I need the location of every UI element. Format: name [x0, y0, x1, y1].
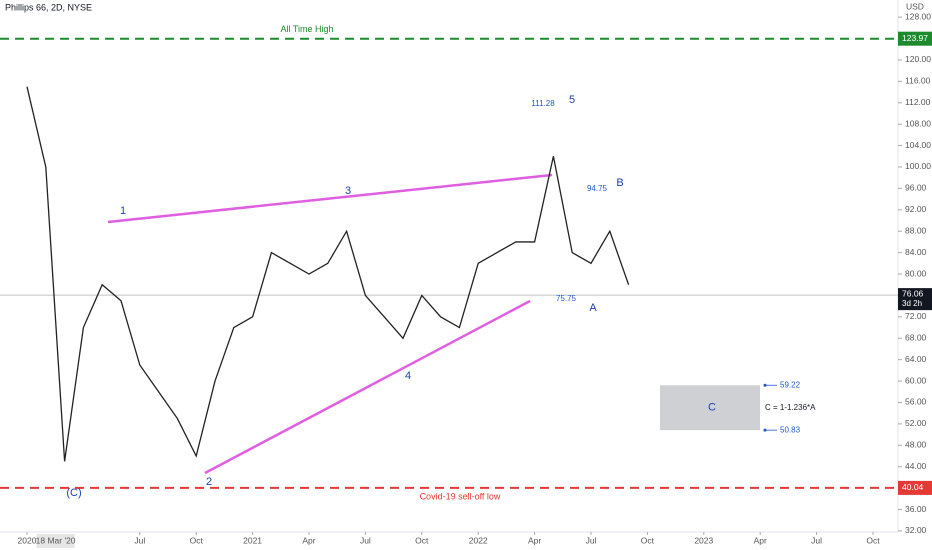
x-tick-label: Apr [302, 535, 315, 545]
x-tick-label: Oct [866, 535, 880, 545]
chart-title: Phillips 66, 2D, NYSE [5, 2, 92, 12]
target-box [660, 385, 760, 431]
countdown: 3d 2h [902, 299, 922, 308]
x-highlight-bg [36, 534, 75, 548]
target-formula: C = 1-1.236*A [765, 403, 816, 412]
y-tick-label: 128.00 [905, 11, 931, 21]
y-tick-label: 36.00 [905, 504, 927, 514]
y-tick-label: 92.00 [905, 204, 927, 214]
level-price: 123.97 [902, 33, 928, 43]
y-tick-label: 96.00 [905, 183, 927, 193]
y-tick-label: 84.00 [905, 247, 927, 257]
trendline-upper [107, 173, 553, 224]
x-tick-label: 2023 [694, 535, 713, 545]
wave-label: 5 [569, 94, 575, 106]
y-tick-label: 120.00 [905, 54, 931, 64]
y-tick-label: 64.00 [905, 354, 927, 364]
x-tick-label: Jul [811, 535, 822, 545]
y-tick-label: 32.00 [905, 525, 927, 535]
y-tick-label: 52.00 [905, 418, 927, 428]
x-tick-label: Oct [415, 535, 429, 545]
x-tick-label: 2020 [18, 535, 37, 545]
level-tag [898, 31, 932, 46]
x-tick-label: Oct [190, 535, 204, 545]
y-tick-label: 100.00 [905, 161, 931, 171]
y-tick-label: 48.00 [905, 440, 927, 450]
price-line [26, 86, 630, 462]
x-tick-label: Jul [134, 535, 145, 545]
wave-label: 2 [206, 476, 212, 488]
currency: USD [906, 1, 924, 11]
y-tick-label: 68.00 [905, 333, 927, 343]
level-price: 40.04 [902, 482, 924, 492]
x-tick-label: Apr [528, 535, 541, 545]
y-tick-label: 56.00 [905, 397, 927, 407]
y-tick-label: 104.00 [905, 140, 931, 150]
y-tick-label: 108.00 [905, 118, 931, 128]
wave-label: (C) [66, 487, 81, 499]
trendline-lower [204, 299, 531, 475]
target-price: 59.22 [780, 380, 801, 389]
x-tick-label: Oct [641, 535, 655, 545]
y-tick-label: 80.00 [905, 268, 927, 278]
wave-label: B [616, 177, 623, 189]
price-note: 111.28 [531, 99, 555, 108]
current-price: 76.06 [902, 288, 924, 298]
y-tick-label: 88.00 [905, 225, 927, 235]
x-tick-label: Apr [754, 535, 767, 545]
x-tick-label: 2021 [243, 535, 262, 545]
y-tick-label: 60.00 [905, 375, 927, 385]
x-tick-label: Jul [586, 535, 597, 545]
x-tick-label: Jul [360, 535, 371, 545]
level-label: All Time High [280, 24, 333, 34]
price-note: 94.75 [587, 184, 608, 193]
y-tick-label: 116.00 [905, 76, 931, 86]
wave-label: 3 [345, 185, 351, 197]
level-label: Covid-19 sell-off low [420, 491, 501, 501]
wave-label: 1 [120, 205, 126, 217]
wave-label: 4 [405, 370, 411, 382]
price-tag [898, 288, 932, 311]
x-tick-label: 2022 [469, 535, 488, 545]
y-tick-label: 72.00 [905, 311, 927, 321]
x-highlight: 18 Mar '20 [36, 535, 76, 545]
level-tag [898, 480, 932, 495]
price-note: 75.75 [556, 294, 577, 303]
y-tick-label: 112.00 [905, 97, 931, 107]
y-tick-label: 44.00 [905, 461, 927, 471]
target-label: C [708, 402, 716, 414]
wave-label: A [589, 302, 597, 314]
target-price: 50.83 [780, 425, 801, 434]
